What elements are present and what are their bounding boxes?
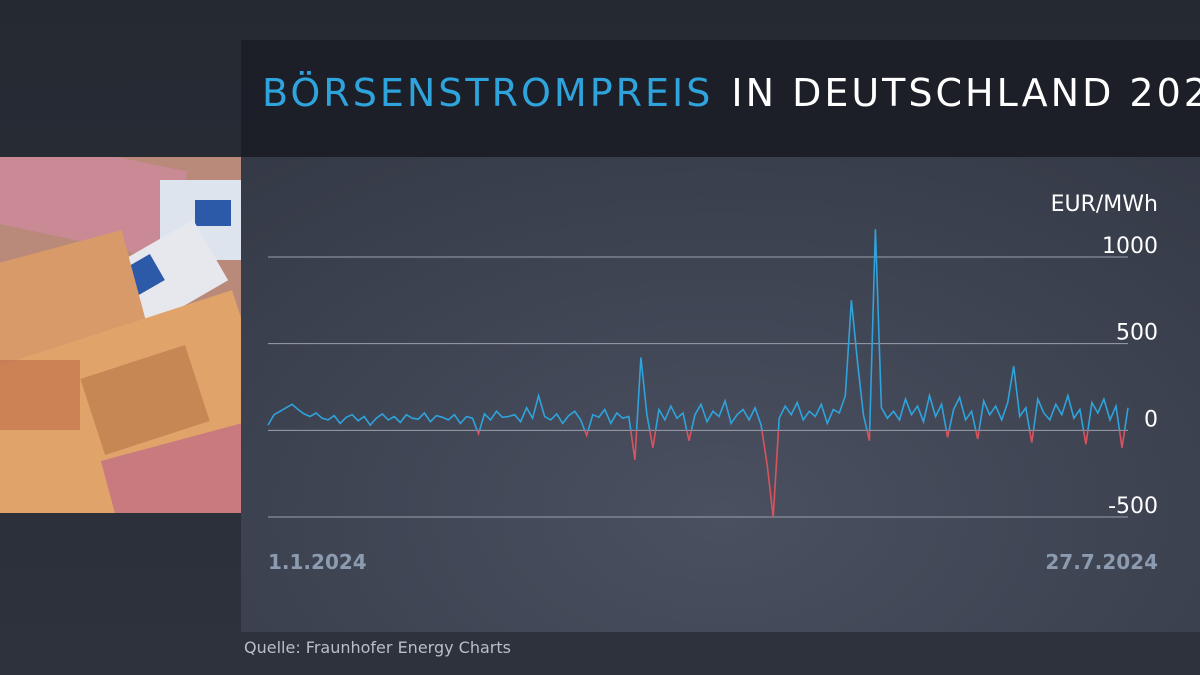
source: Quelle: Fraunhofer Energy Charts: [244, 638, 511, 657]
y-tick-label: 500: [1116, 321, 1158, 346]
x-tick-label: 1.1.2024: [268, 550, 367, 574]
y-tick-label: 1000: [1102, 234, 1158, 259]
y-tick-label: 0: [1144, 407, 1158, 432]
title-bar: [241, 40, 1200, 157]
x-tick-label: 27.7.2024: [1045, 550, 1158, 574]
y-axis-unit: EUR/MWh: [1051, 192, 1158, 217]
chart-title: BÖRSENSTROMPREIS IN DEUTSCHLAND 2024: [262, 71, 1200, 115]
photo: [0, 157, 241, 513]
title-highlight: BÖRSENSTROMPREIS: [262, 71, 713, 115]
y-tick-label: -500: [1108, 494, 1158, 519]
title-rest: IN DEUTSCHLAND 2024: [731, 71, 1200, 115]
price-line: [267, 229, 1129, 431]
